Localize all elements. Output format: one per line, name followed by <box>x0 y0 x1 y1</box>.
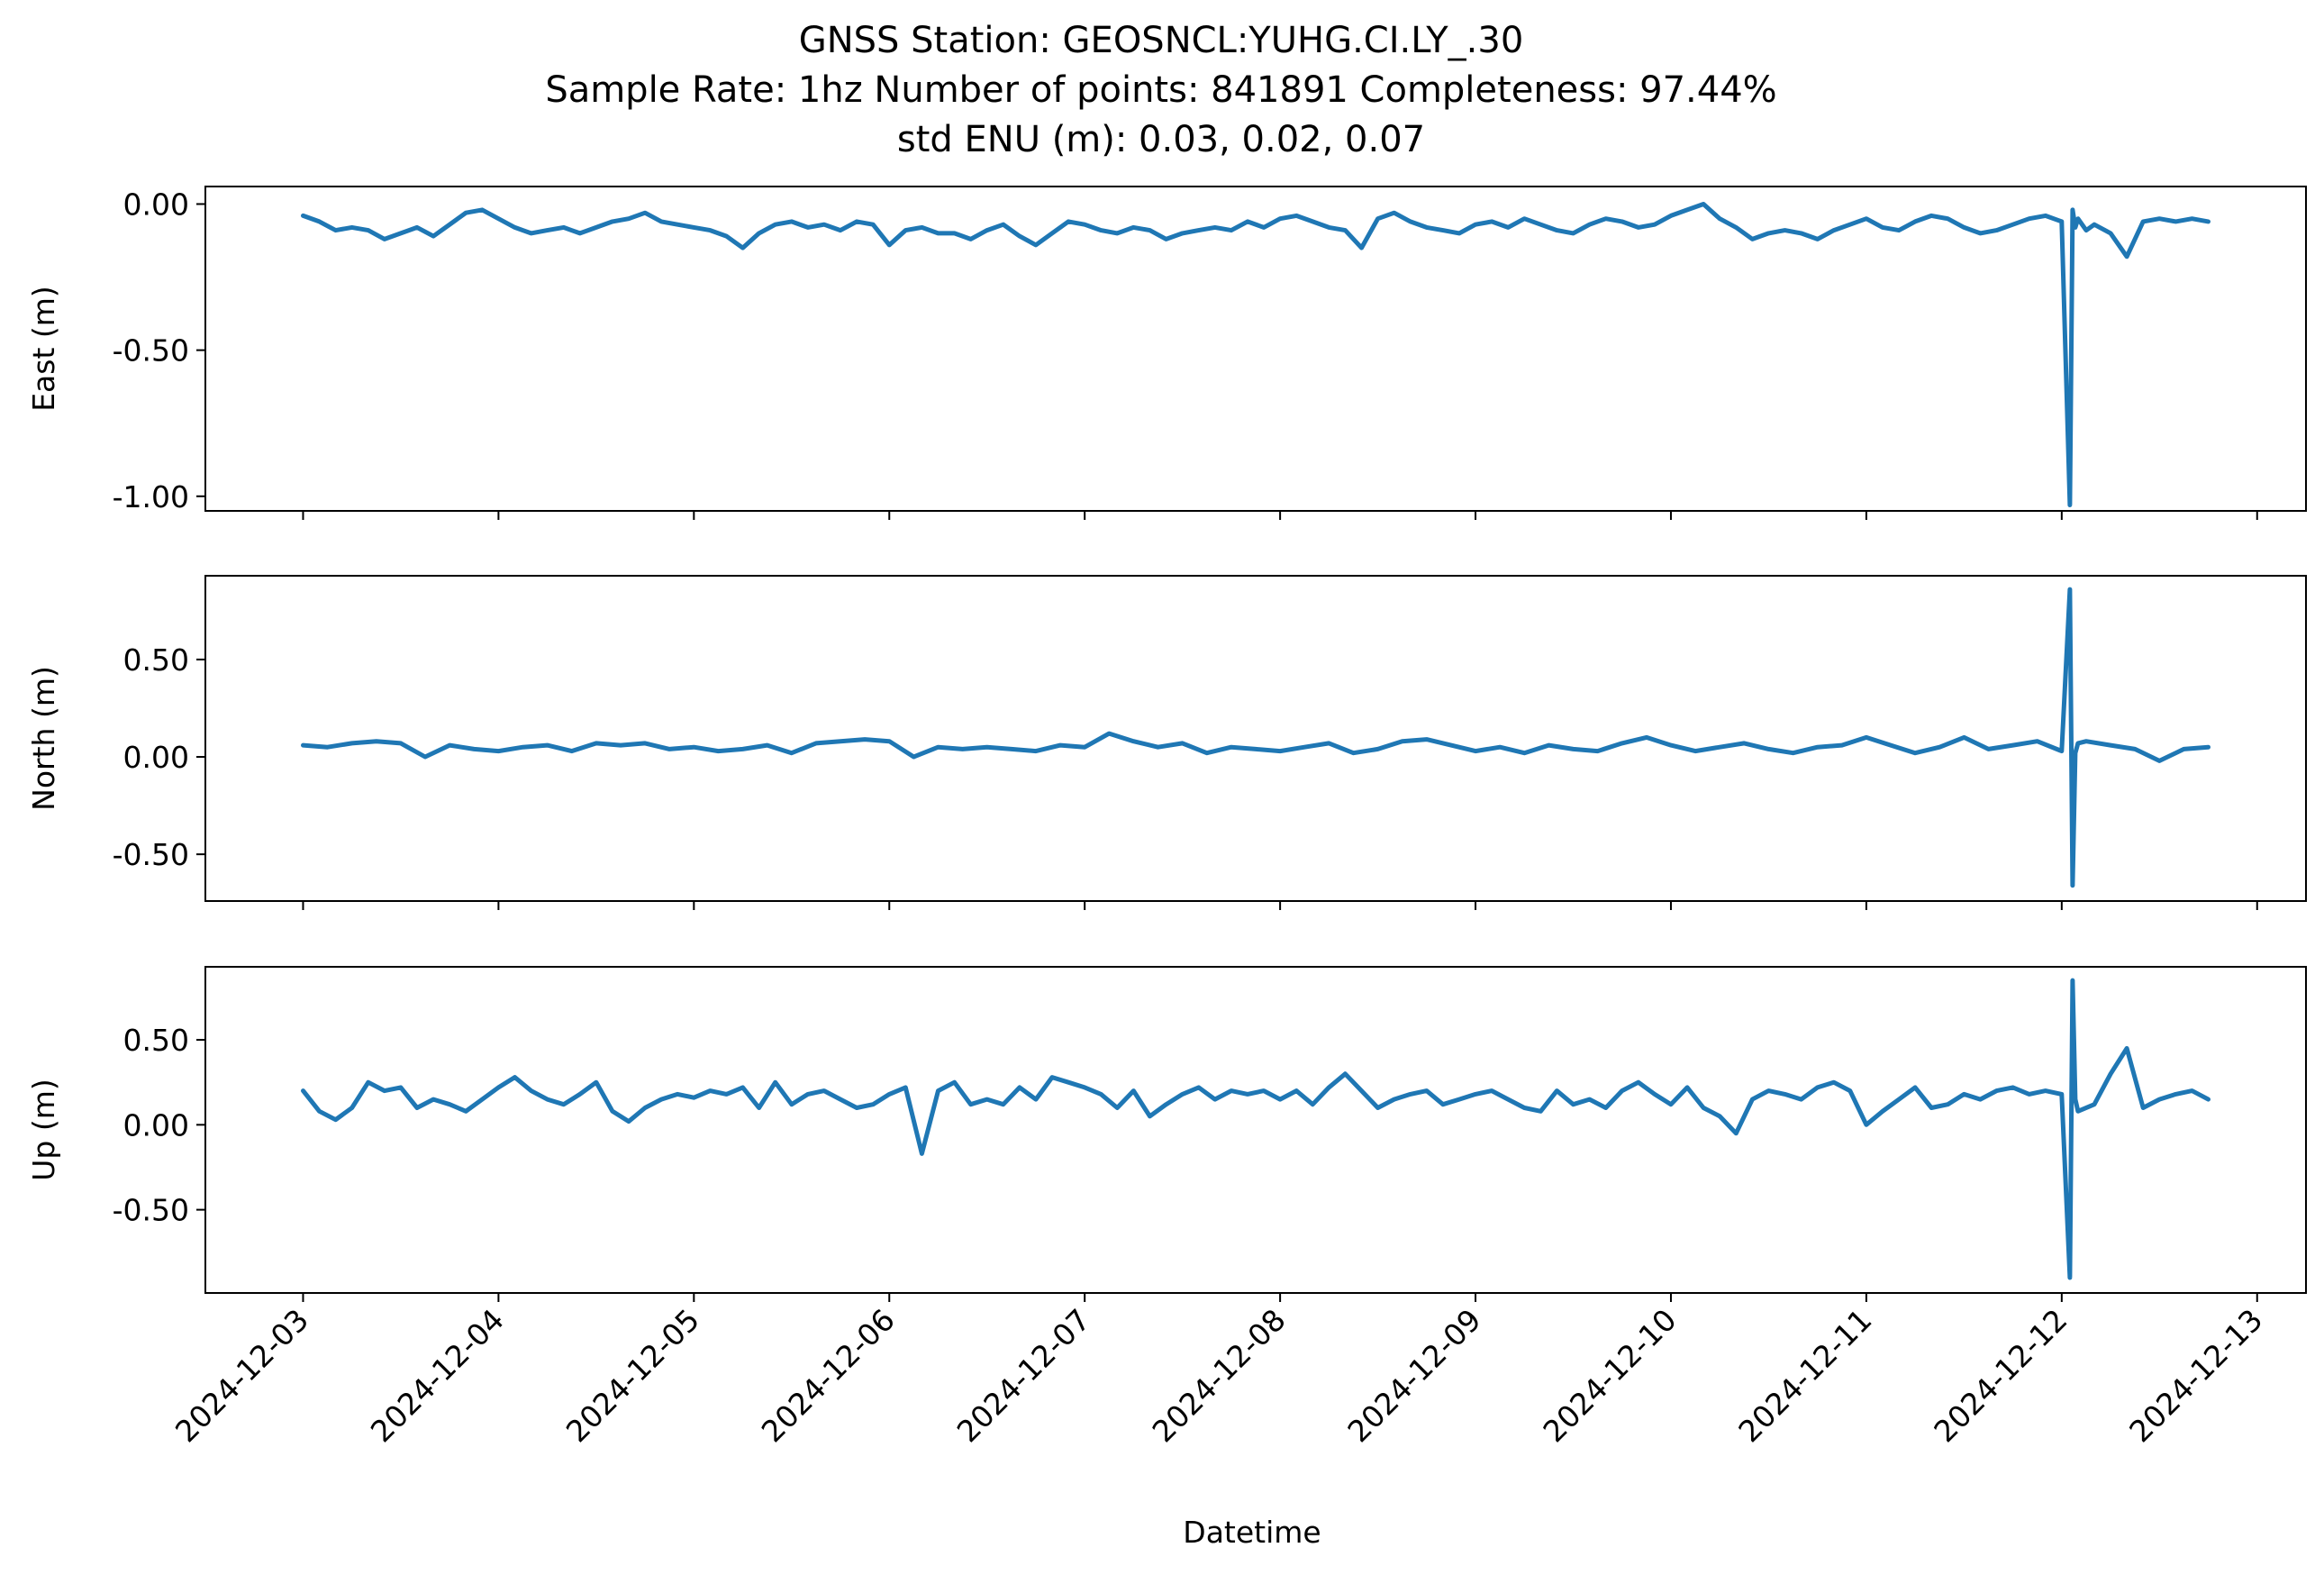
title-line-1: GNSS Station: GEOSNCL:YUHG.CI.LY_.30 <box>799 20 1524 61</box>
east-ytick-label: -1.00 <box>113 479 189 514</box>
title-line-2: Sample Rate: 1hz Number of points: 84189… <box>545 69 1776 111</box>
east-axes-frame <box>204 186 2307 512</box>
north-ytick-label: 0.50 <box>123 642 189 678</box>
up-ytick-label: 0.00 <box>123 1107 189 1143</box>
north-axes-frame <box>204 575 2307 902</box>
east-panel: 0.00 -0.50 -1.00 East (m) <box>26 186 2307 520</box>
north-series-line <box>301 587 2211 888</box>
up-axes-frame <box>204 966 2307 1294</box>
north-y-axis-label: North (m) <box>26 666 61 811</box>
east-y-axis-label: East (m) <box>26 286 61 412</box>
east-ytick-label: -0.50 <box>113 333 189 369</box>
up-series-line <box>301 978 2211 1280</box>
east-ytick-label: 0.00 <box>123 187 189 222</box>
north-ytick-label: 0.00 <box>123 740 189 775</box>
east-series-line <box>301 202 2211 507</box>
up-ytick-label: -0.50 <box>113 1193 189 1228</box>
up-ytick-label: 0.50 <box>123 1023 189 1058</box>
title-line-3: std ENU (m): 0.03, 0.02, 0.07 <box>897 119 1425 160</box>
north-ytick-label: -0.50 <box>113 837 189 872</box>
up-y-axis-label: Up (m) <box>26 1079 61 1181</box>
north-panel: 0.50 0.00 -0.50 North (m) <box>26 575 2307 910</box>
x-axis-label: Datetime <box>1183 1515 1321 1550</box>
